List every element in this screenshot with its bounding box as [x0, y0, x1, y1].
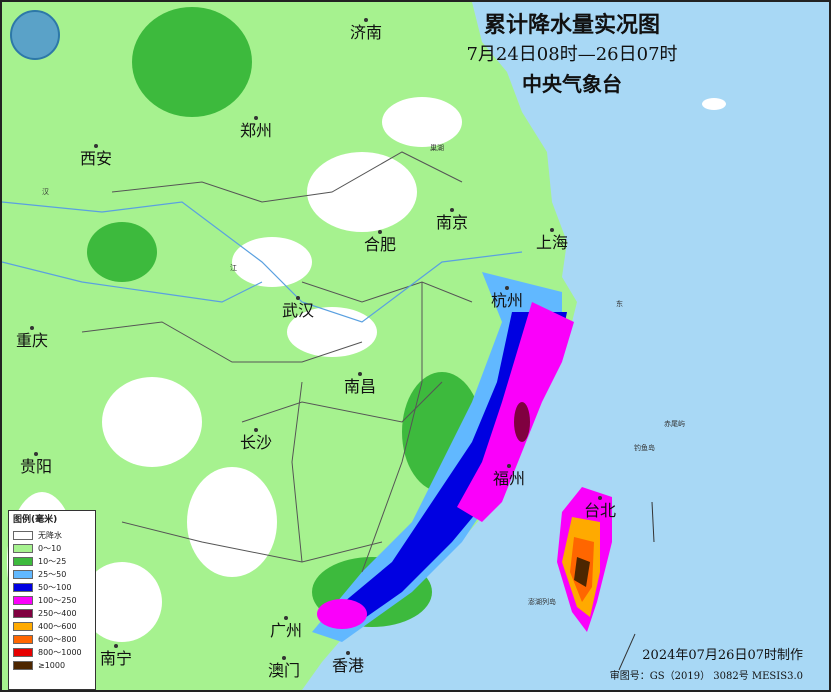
- map-title: 累计降水量实况图: [483, 12, 660, 38]
- legend-item: 25～50: [13, 568, 91, 581]
- city-label: 南京: [436, 208, 469, 232]
- legend-swatch: [13, 596, 33, 605]
- city-label: 南昌: [344, 372, 377, 396]
- legend-item: 0～10: [13, 542, 91, 555]
- city-label: 重庆: [16, 326, 49, 350]
- city-label: 澳门: [268, 656, 301, 680]
- province-borders: [81, 151, 473, 573]
- guangdong-storm: [317, 599, 367, 629]
- city-label: 合肥: [364, 230, 397, 254]
- city-label: 济南: [350, 18, 383, 42]
- legend-item: 600～800: [13, 633, 91, 646]
- legend: 图例(毫米) 无降水 0～10 10～25 25～50 50～100 100～250 250…: [8, 510, 96, 690]
- city-label: 武汉: [282, 296, 315, 320]
- legend-item: 10～25: [13, 555, 91, 568]
- legend-item: 400～600: [13, 620, 91, 633]
- place-label: 赤尾屿: [664, 420, 685, 428]
- city-label: 香港: [332, 651, 365, 675]
- place-label: 澎湖列岛: [528, 598, 556, 606]
- legend-swatch: [13, 609, 33, 618]
- legend-swatch: [13, 531, 33, 540]
- boundary-line: [618, 633, 636, 671]
- legend-swatch: [13, 648, 33, 657]
- legend-label: 800～1000: [38, 647, 82, 657]
- legend-item: 100～250: [13, 594, 91, 607]
- place-label: 汉: [42, 188, 49, 196]
- approval-number: 审图号：GS（2019） 3082号 MESIS3.0: [609, 671, 803, 682]
- city-label: 南宁: [100, 644, 133, 668]
- heavy-rain-band: [312, 272, 562, 642]
- boundary-line: [651, 501, 655, 543]
- city-label: 郑州: [240, 116, 273, 140]
- island: [702, 98, 726, 110]
- extreme-spot: [514, 402, 530, 442]
- legend-swatch: [13, 544, 33, 553]
- legend-label: 10～25: [38, 556, 67, 566]
- place-label: 钓鱼岛: [634, 444, 655, 452]
- legend-swatch: [13, 635, 33, 644]
- city-label: 长沙: [240, 428, 273, 452]
- legend-label: 50～100: [38, 582, 72, 592]
- legend-title: 图例(毫米): [13, 515, 58, 525]
- rivers: [1, 201, 523, 323]
- legend-item: 50～100: [13, 581, 91, 594]
- legend-label: 600～800: [38, 634, 77, 644]
- city-label: 广州: [270, 616, 303, 640]
- legend-label: 400～600: [38, 621, 77, 631]
- legend-swatch: [13, 622, 33, 631]
- city-label: 台北: [584, 496, 617, 520]
- legend-label: 无降水: [38, 530, 62, 540]
- legend-label: 25～50: [38, 569, 67, 579]
- cma-logo: [10, 10, 60, 60]
- city-label: 贵阳: [20, 452, 53, 476]
- legend-item: 无降水: [13, 529, 91, 542]
- legend-swatch: [13, 583, 33, 592]
- legend-label: 100～250: [38, 595, 77, 605]
- city-label: 杭州: [491, 286, 524, 310]
- made-time: 2024年07月26日07时制作: [642, 648, 803, 663]
- legend-item: 800～1000: [13, 646, 91, 659]
- taiwan: [557, 487, 612, 632]
- legend-swatch: [13, 661, 33, 670]
- city-label: 上海: [536, 228, 569, 252]
- legend-label: ≥1000: [38, 660, 66, 670]
- legend-item: 250～400: [13, 607, 91, 620]
- place-label: 东: [616, 300, 623, 308]
- place-label: 江: [230, 264, 237, 272]
- city-label: 福州: [493, 464, 526, 488]
- legend-label: 250～400: [38, 608, 77, 618]
- legend-swatch: [13, 570, 33, 579]
- no-rain-areas: [7, 97, 462, 642]
- legend-item: ≥1000: [13, 659, 91, 672]
- map-agency: 中央气象台: [522, 72, 622, 96]
- place-label: 巢湖: [430, 144, 444, 152]
- city-label: 西安: [80, 144, 113, 168]
- legend-swatch: [13, 557, 33, 566]
- legend-label: 0～10: [38, 543, 62, 553]
- map-period: 7月24日08时—26日07时: [466, 44, 678, 65]
